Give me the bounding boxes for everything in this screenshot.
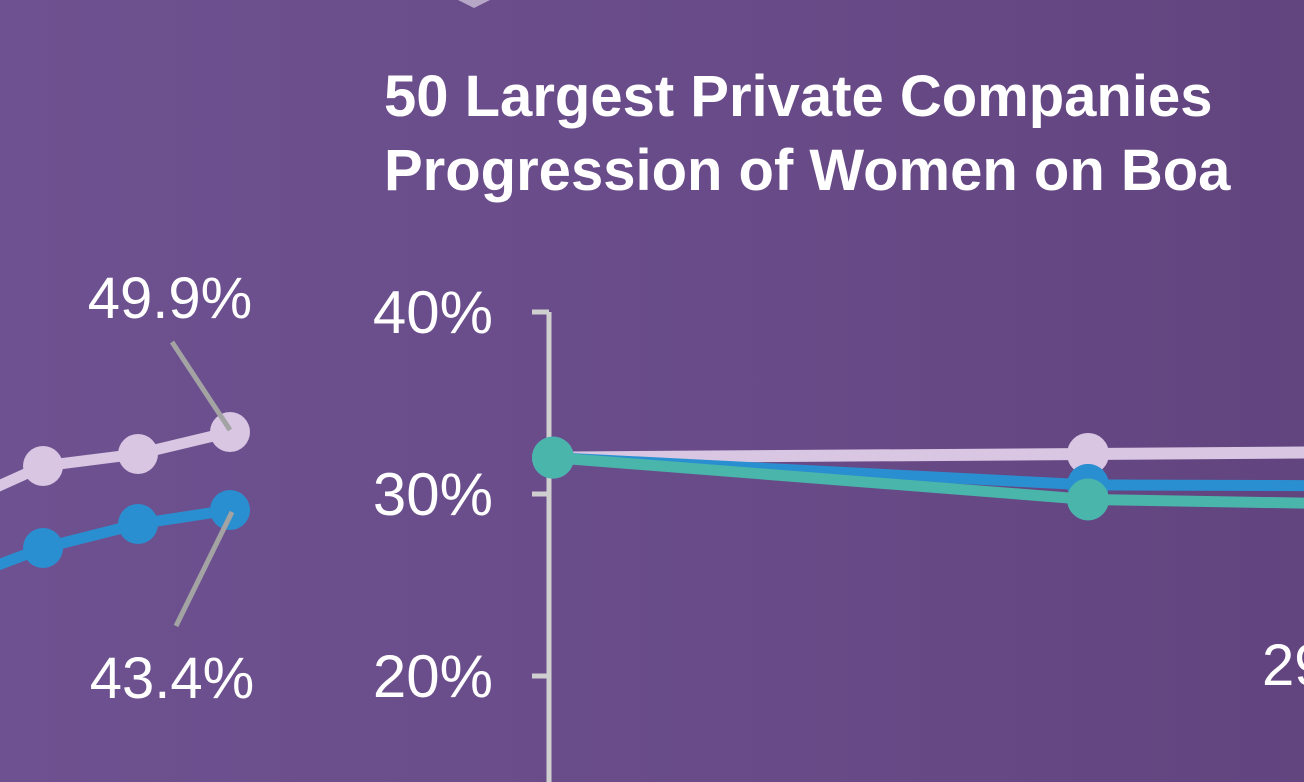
- left-point-s1-p0: [23, 528, 63, 568]
- callout-label-bottom: 43.4%: [90, 646, 254, 711]
- y-tick-label-30: 30%: [373, 461, 493, 528]
- y-tick-label-20: 20%: [373, 643, 493, 710]
- main-point-s0-p1: [1067, 432, 1109, 475]
- left-series-lines: [0, 426, 232, 571]
- main-series-line-0: [552, 446, 1304, 464]
- left-point-s0-p2: [210, 412, 250, 452]
- main-point-s2-p0: [532, 436, 574, 479]
- left-series-points: [23, 412, 250, 568]
- main-series-points: [532, 432, 1109, 521]
- main-chart: 50 Largest Private Companies Progression…: [373, 64, 1304, 782]
- y-tick-label-40: 40%: [373, 279, 493, 346]
- callout-label-top: 49.9%: [88, 266, 252, 331]
- left-partial-chart: 49.9% 43.4%: [0, 266, 254, 711]
- left-point-s0-p1: [118, 434, 158, 474]
- cropped-marker-shape: [458, 0, 490, 8]
- main-point-s2-p1: [1067, 478, 1109, 521]
- main-series-lines: [552, 446, 1304, 509]
- left-point-s1-p1: [118, 504, 158, 544]
- left-series-line-1: [0, 504, 231, 571]
- left-series-line-0: [0, 426, 232, 492]
- chart-title-line-2: Progression of Women on Boa: [384, 138, 1231, 203]
- callout-leader-bottom: [173, 510, 235, 628]
- chart-title-line-1: 50 Largest Private Companies: [384, 64, 1212, 129]
- callout-leader-top: [169, 340, 233, 432]
- left-point-s1-p2: [210, 490, 250, 530]
- cropped-data-label: 29: [1262, 633, 1304, 698]
- left-point-s0-p0: [23, 446, 63, 486]
